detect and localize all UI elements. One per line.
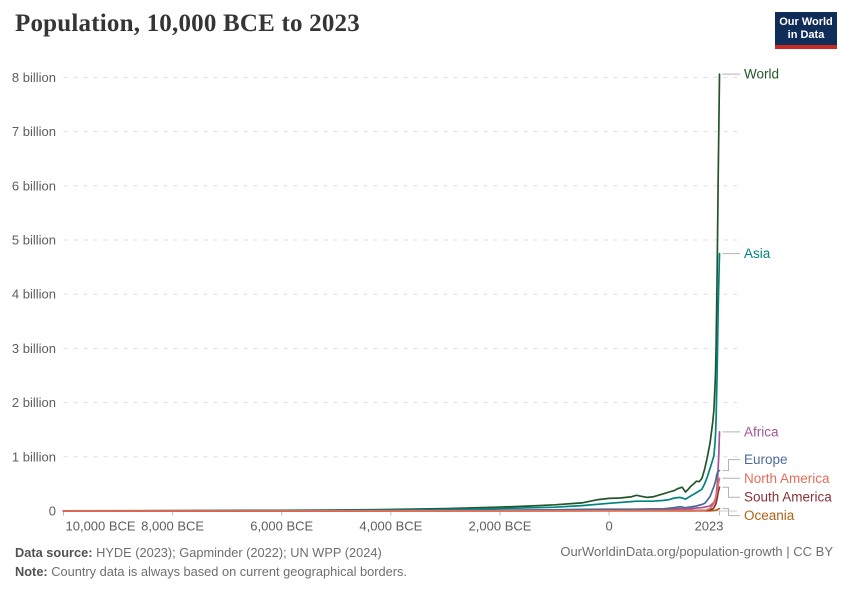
series-line-north-america[interactable] (62, 477, 721, 512)
y-axis-label-5-billion: 5 billion (12, 233, 56, 248)
y-axis-label-2-billion: 2 billion (12, 395, 56, 410)
x-axis-label-6-000-bce: 6,000 BCE (250, 519, 313, 534)
series-label-africa[interactable]: Africa (744, 424, 779, 439)
y-axis-label-3-billion: 3 billion (12, 341, 56, 356)
series-line-africa[interactable] (62, 431, 721, 512)
series-line-europe[interactable] (62, 469, 721, 512)
y-axis-label-7-billion: 7 billion (12, 124, 56, 139)
series-label-europe[interactable]: Europe (744, 452, 788, 467)
series-line-asia[interactable] (62, 252, 721, 512)
owid-logo[interactable]: Our World in Data (775, 12, 837, 49)
series-label-world[interactable]: World (744, 67, 779, 82)
x-axis-label-8-000-bce: 8,000 BCE (141, 519, 204, 534)
x-axis-label-10-000-bce: 10,000 BCE (66, 519, 136, 534)
note-text: Country data is always based on current … (47, 563, 407, 579)
x-axis-label-2-000-bce: 2,000 BCE (469, 519, 532, 534)
footer-source-line: Data source: HYDE (2023); Gapminder (202… (15, 544, 407, 563)
owid-logo-line1: Our World (779, 15, 833, 28)
series-label-south-america[interactable]: South America (744, 490, 832, 505)
x-axis-label-2023: 2023 (695, 519, 724, 534)
source-label: Data source: (15, 545, 93, 560)
footer-source-note: Data source: HYDE (2023); Gapminder (202… (15, 544, 407, 581)
series-line-world[interactable] (62, 73, 721, 512)
series-line-south-america[interactable] (62, 486, 721, 512)
footer-note-line: Note: Country data is always based on cu… (15, 563, 407, 582)
x-axis-label-0: 0 (606, 519, 613, 534)
y-axis-label-8-billion: 8 billion (12, 70, 56, 85)
label-connector-south-america (722, 486, 740, 498)
source-text: HYDE (2023); Gapminder (2022); UN WPP (2… (92, 545, 382, 560)
owid-logo-line2: in Data (787, 28, 825, 41)
chart-title: Population, 10,000 BCE to 2023 (15, 10, 360, 37)
x-axis-label-4-000-bce: 4,000 BCE (359, 519, 422, 534)
y-axis-label-6-billion: 6 billion (12, 178, 56, 193)
series-label-asia[interactable]: Asia (744, 246, 771, 261)
y-axis-label-4-billion: 4 billion (12, 287, 56, 302)
label-connector-europe (722, 459, 740, 472)
label-connector-oceania (722, 508, 740, 517)
series-label-oceania[interactable]: Oceania (744, 508, 795, 523)
chart-footer: Data source: HYDE (2023); Gapminder (202… (15, 544, 833, 581)
y-axis-label-0: 0 (49, 504, 56, 519)
y-axis-label-1-billion: 1 billion (12, 449, 56, 464)
footer-link[interactable]: OurWorldinData.org/population-growth | C… (560, 544, 833, 559)
series-label-north-america[interactable]: North America (744, 471, 830, 486)
note-label: Note: (15, 563, 48, 579)
